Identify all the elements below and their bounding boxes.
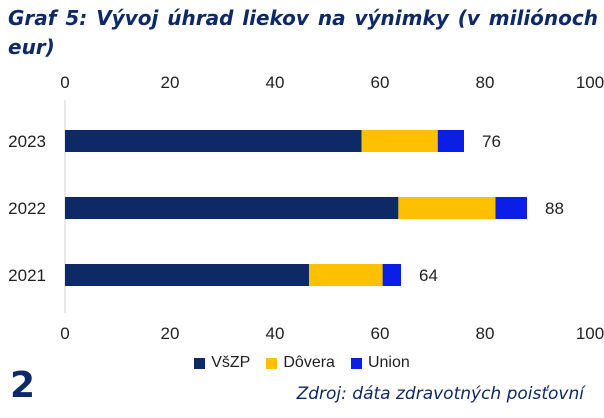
x-tick-label-bottom: 0: [60, 324, 69, 343]
bar-segment-v-zp: [65, 264, 310, 286]
source-note: Zdroj: dáta zdravotných poisťovní: [296, 384, 584, 404]
category-label: 2023: [8, 132, 46, 151]
x-tick-label-top: 40: [266, 73, 285, 92]
x-tick-label-bottom: 20: [161, 324, 180, 343]
chart-title: Graf 5: Vývoj úhrad liekov na výnimky (v…: [8, 6, 598, 59]
legend-swatch-union: [350, 357, 362, 369]
category-label: 2022: [8, 199, 46, 218]
x-tick-label-bottom: 80: [476, 324, 495, 343]
bar-segment-union: [437, 130, 464, 152]
bar-segment-union: [382, 264, 401, 286]
bar-segment-union: [495, 197, 527, 219]
x-tick-label-top: 60: [371, 73, 390, 92]
legend-item-vszp: VšZP: [194, 354, 250, 372]
legend-label-union: Union: [367, 354, 410, 371]
x-tick-label-bottom: 100: [576, 324, 604, 343]
category-label: 2021: [8, 266, 46, 285]
x-tick-label-top: 20: [161, 73, 180, 92]
legend-label-vszp: VšZP: [211, 354, 251, 371]
legend-item-dovera: Dôvera: [266, 354, 335, 372]
x-tick-label-top: 100: [576, 73, 604, 92]
legend-swatch-vszp: [194, 357, 206, 369]
legend-item-union: Union: [350, 354, 410, 372]
page-number: 2: [10, 365, 36, 406]
chart-legend: VšZP Dôvera Union: [0, 354, 604, 372]
bar-total-label: 64: [419, 266, 438, 285]
legend-swatch-dovera: [266, 357, 278, 369]
bar-segment-d-vera: [309, 264, 383, 286]
bar-total-label: 76: [482, 132, 501, 151]
x-tick-label-top: 80: [476, 73, 495, 92]
bar-segment-v-zp: [65, 197, 399, 219]
x-tick-label-bottom: 60: [371, 324, 390, 343]
legend-label-dovera: Dôvera: [283, 354, 335, 371]
x-tick-label-bottom: 40: [266, 324, 285, 343]
bar-segment-d-vera: [398, 197, 496, 219]
x-tick-label-top: 0: [60, 73, 69, 92]
bar-segment-v-zp: [65, 130, 362, 152]
bar-total-label: 88: [545, 199, 564, 218]
bar-segment-d-vera: [361, 130, 438, 152]
